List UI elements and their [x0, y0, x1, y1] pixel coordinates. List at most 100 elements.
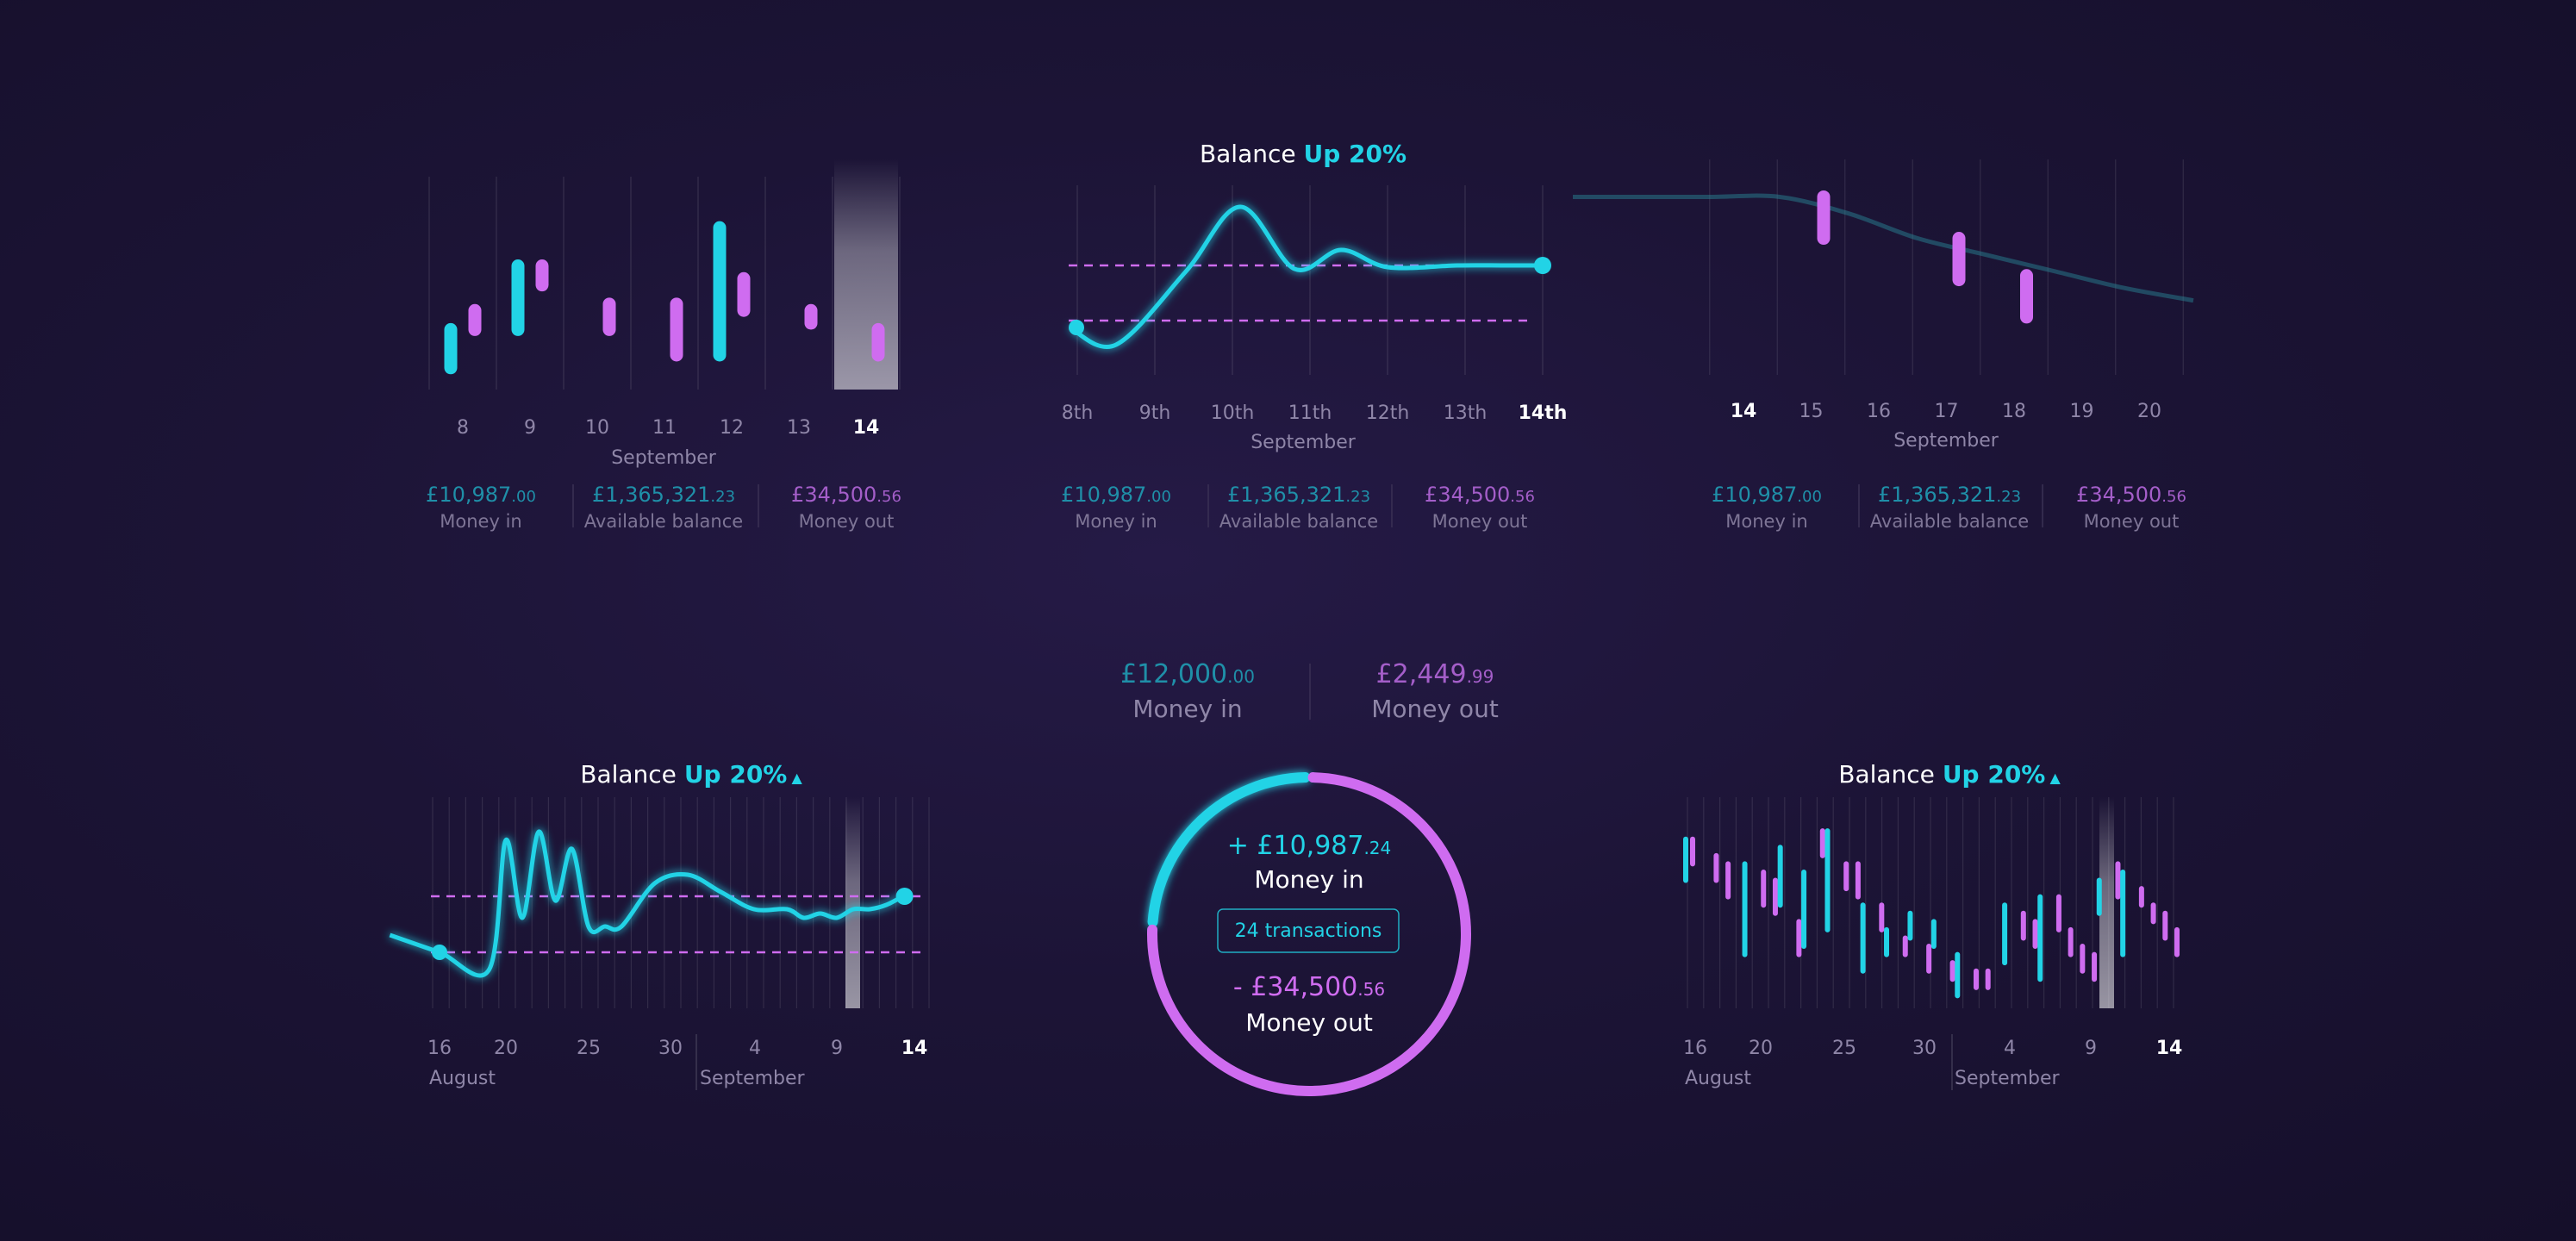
x-axis-ticks: 16 20 25 30 4 9 14: [427, 1038, 927, 1059]
balance-label: Available balance: [584, 511, 743, 532]
money-out-value: £34,500.56: [791, 483, 901, 507]
x-tick-label: 14: [901, 1038, 928, 1059]
x-tick-label: 16: [1683, 1038, 1707, 1059]
ring-money-in-value: + £10,987.24: [1227, 831, 1392, 861]
x-tick-label: 14th: [1519, 402, 1568, 424]
x-axis-ticks: 14 15 16 17 18 19 20: [1731, 401, 2161, 422]
panel-monthly-line: Balance Up 20% ▲ 16 20 25 30 4 9 14 August Sep…: [389, 760, 930, 1090]
highlight-column: [845, 797, 860, 1008]
x-tick-label: 4: [749, 1038, 761, 1059]
top-money-out-label: Money out: [1371, 695, 1499, 723]
transactions-button-label: 24 transactions: [1235, 920, 1382, 942]
start-point: [1069, 320, 1084, 335]
x-tick-label: 20: [2137, 401, 2161, 422]
x-tick-label: 13: [787, 417, 811, 439]
chart-title: Balance Up 20%: [1200, 140, 1407, 168]
balance-label: Available balance: [1219, 511, 1378, 532]
x-tick-label: 20: [494, 1038, 518, 1059]
month-label-august: August: [1685, 1068, 1751, 1089]
balance-value: £1,365,321.23: [592, 483, 735, 507]
x-tick-label: 10th: [1211, 402, 1255, 424]
chart-title: Balance Up 20% ▲: [1838, 760, 2061, 789]
ring-money-in-label: Money in: [1254, 865, 1363, 894]
x-tick-label: 11th: [1288, 402, 1332, 424]
x-tick-label: 30: [658, 1038, 683, 1059]
money-out-label: Money out: [799, 511, 895, 532]
x-tick-label: 25: [1832, 1038, 1856, 1059]
series-line: [1068, 204, 1551, 349]
money-in-label: Money in: [440, 511, 521, 532]
money-out-label: Money out: [2084, 511, 2180, 532]
money-in-value: £10,987.00: [426, 483, 536, 507]
highlight-column: [2099, 797, 2114, 1008]
x-tick-label: 20: [1749, 1038, 1773, 1059]
trend-line: [1572, 193, 2194, 303]
x-tick-label: 13th: [1444, 402, 1488, 424]
x-tick-label: 15: [1799, 401, 1824, 422]
slice-money-in: [1147, 772, 1311, 927]
x-tick-label: 8: [457, 417, 469, 439]
balance-label: Available balance: [1870, 511, 2029, 532]
top-money-in-value: £12,000.00: [1120, 659, 1255, 689]
ring-money-out-value: - £34,500.56: [1233, 972, 1385, 1002]
grid: [428, 159, 901, 390]
balance-value: £1,365,321.23: [1227, 483, 1370, 507]
month-label-august: August: [429, 1068, 496, 1089]
money-in-value: £10,987.00: [1712, 483, 1822, 507]
x-tick-label: 17: [1935, 401, 1959, 422]
money-in-label: Money in: [1075, 511, 1157, 532]
x-tick-label: 12: [720, 417, 744, 439]
grid: [432, 797, 930, 1090]
transactions-button[interactable]: 24 transactions: [1217, 908, 1400, 953]
x-tick-label: 11: [652, 417, 677, 439]
bars: [444, 221, 885, 375]
x-axis-ticks: 16 20 25 30 4 9 14: [1683, 1038, 2182, 1059]
month-label-september: September: [1955, 1068, 2061, 1089]
x-tick-label: 16: [427, 1038, 452, 1059]
x-tick-label: 14: [1731, 401, 1757, 422]
money-in-label: Money in: [1725, 511, 1807, 532]
x-tick-label: 30: [1912, 1038, 1937, 1059]
month-label: September: [1251, 432, 1357, 453]
x-tick-label: 10: [585, 417, 609, 439]
x-tick-label: 19: [2070, 401, 2094, 422]
x-tick-label: 16: [1867, 401, 1891, 422]
x-tick-label: 9th: [1139, 402, 1171, 424]
ring-money-out-label: Money out: [1245, 1008, 1373, 1037]
x-tick-label: 4: [2004, 1038, 2016, 1059]
series-path: [389, 829, 904, 978]
x-tick-label: 8th: [1062, 402, 1094, 424]
slice-money-out: [1147, 772, 1471, 1096]
money-out-value: £34,500.56: [2076, 483, 2186, 507]
x-axis-ticks: 8 9 10 11 12 13 14: [457, 417, 879, 439]
x-tick-label: 12th: [1366, 402, 1410, 424]
panel-daily-ranges: 8 9 10 11 12 13 14 September £10,987.00 Money …: [426, 159, 901, 532]
grid: [1076, 185, 1544, 375]
x-axis-ticks: 8th 9th 10th 11th 12th 13th 14th: [1062, 402, 1568, 424]
month-label-september: September: [700, 1068, 806, 1089]
month-label: September: [1893, 430, 1999, 452]
x-tick-label: 14: [853, 417, 880, 439]
month-label: September: [611, 447, 717, 469]
highlight-column: [834, 159, 898, 390]
grid: [1687, 797, 2174, 1090]
x-tick-label: 25: [577, 1038, 601, 1059]
end-point: [895, 888, 914, 905]
x-tick-label: 9: [524, 417, 536, 439]
trend-path: [1572, 193, 2194, 303]
x-tick-label: 9: [2085, 1038, 2097, 1059]
summary: £10,987.00 Money in £1,365,321.23 Availa…: [1061, 483, 1535, 532]
threshold-lines: [1069, 264, 1530, 322]
threshold-lines: [431, 895, 922, 954]
x-tick-label: 14: [2156, 1038, 2183, 1059]
bars: [1683, 828, 2180, 999]
money-out-value: £34,500.56: [1425, 483, 1535, 507]
money-out-label: Money out: [1432, 511, 1528, 532]
grid: [1709, 159, 2184, 375]
panel-balance-line: Balance Up 20% 8th 9th 10th 11th 12th 13th 14t…: [1061, 140, 1567, 532]
money-in-value: £10,987.00: [1061, 483, 1171, 507]
series-path: [1068, 204, 1543, 349]
balance-value: £1,365,321.23: [1878, 483, 2021, 507]
chart-title: Balance Up 20% ▲: [580, 760, 802, 789]
